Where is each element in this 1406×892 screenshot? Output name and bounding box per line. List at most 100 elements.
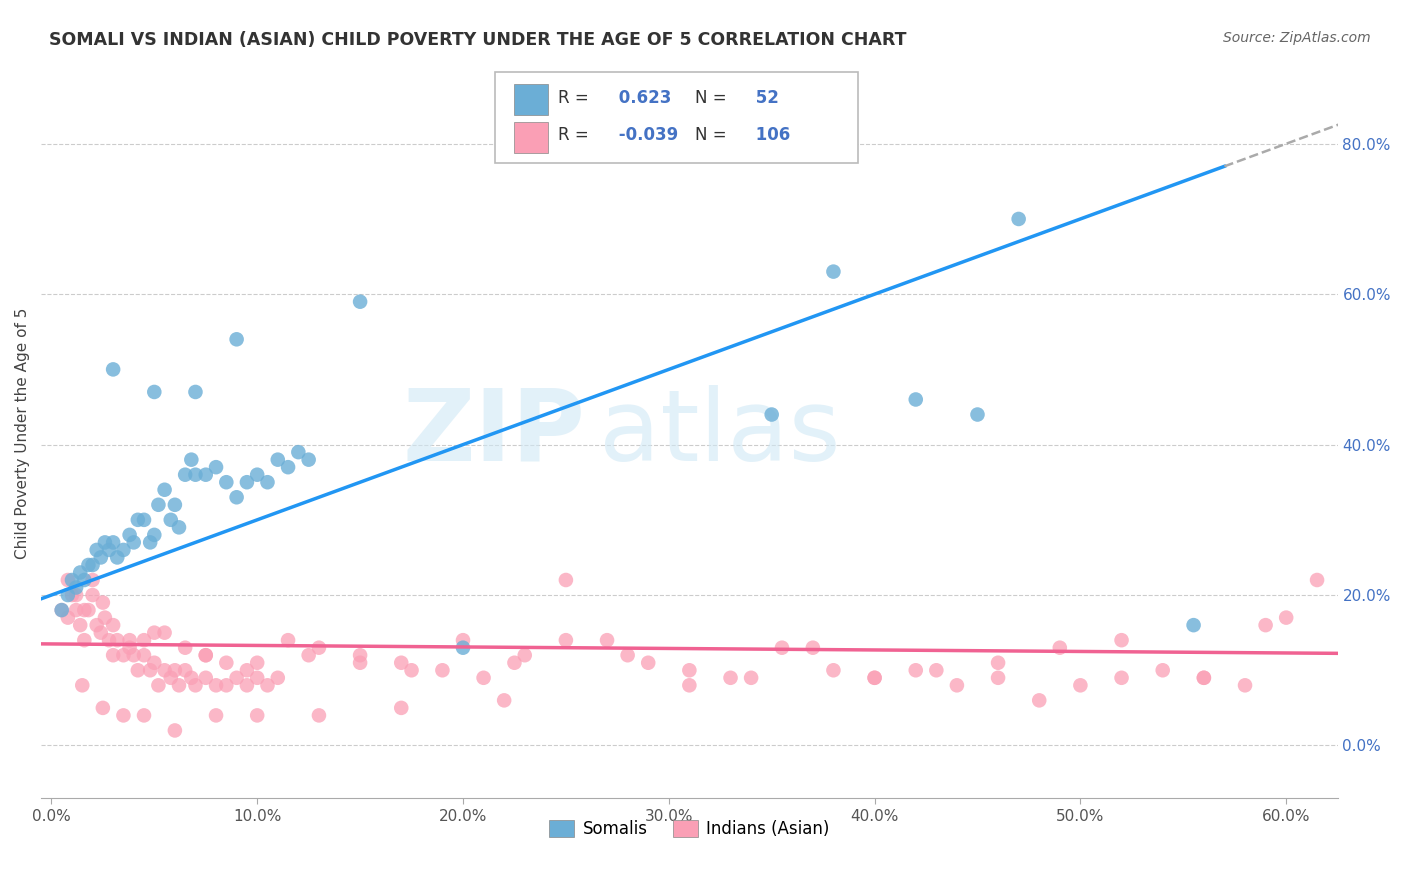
Point	[298, 648, 321, 663]
Point	[143, 384, 166, 399]
Point	[205, 460, 228, 475]
Point	[159, 513, 181, 527]
Point	[349, 294, 371, 309]
Point	[180, 452, 202, 467]
Point	[256, 475, 278, 490]
Point	[554, 633, 576, 648]
Point	[225, 490, 247, 504]
Point	[761, 408, 783, 422]
Point	[432, 663, 454, 677]
Text: N =: N =	[695, 127, 725, 145]
Point	[215, 656, 238, 670]
Point	[184, 678, 207, 692]
Point	[143, 625, 166, 640]
Point	[101, 618, 124, 632]
Point	[596, 633, 619, 648]
Point	[143, 528, 166, 542]
Point	[246, 708, 269, 723]
Point	[98, 633, 121, 648]
Point	[167, 678, 190, 692]
Point	[118, 528, 141, 542]
Legend: Somalis, Indians (Asian): Somalis, Indians (Asian)	[543, 813, 837, 845]
Point	[127, 513, 149, 527]
Point	[246, 656, 269, 670]
Point	[1182, 618, 1205, 632]
Point	[153, 483, 176, 497]
Point	[720, 671, 742, 685]
Point	[946, 678, 969, 692]
Text: R =: R =	[558, 127, 589, 145]
Point	[65, 588, 87, 602]
Point	[139, 663, 162, 677]
Point	[101, 362, 124, 376]
Point	[194, 467, 217, 482]
Point	[503, 656, 526, 670]
Text: SOMALI VS INDIAN (ASIAN) CHILD POVERTY UNDER THE AGE OF 5 CORRELATION CHART: SOMALI VS INDIAN (ASIAN) CHILD POVERTY U…	[49, 31, 907, 49]
Point	[94, 535, 117, 549]
Point	[51, 603, 73, 617]
Point	[308, 640, 330, 655]
Point	[90, 625, 112, 640]
Point	[159, 671, 181, 685]
Point	[73, 633, 96, 648]
Point	[91, 596, 114, 610]
Point	[451, 633, 474, 648]
Text: N =: N =	[695, 88, 725, 107]
Point	[86, 618, 108, 632]
Point	[554, 573, 576, 587]
Text: 52: 52	[751, 88, 779, 107]
Point	[925, 663, 948, 677]
Point	[82, 558, 104, 572]
Point	[69, 566, 91, 580]
Point	[389, 701, 412, 715]
Point	[194, 671, 217, 685]
Point	[277, 460, 299, 475]
Point	[139, 535, 162, 549]
Point	[904, 663, 927, 677]
Point	[966, 408, 988, 422]
Point	[82, 573, 104, 587]
Point	[163, 663, 186, 677]
Point	[60, 588, 83, 602]
Point	[267, 671, 290, 685]
Point	[863, 671, 886, 685]
Point	[112, 648, 135, 663]
Point	[637, 656, 659, 670]
Point	[98, 543, 121, 558]
Text: ZIP: ZIP	[402, 384, 586, 482]
Point	[118, 633, 141, 648]
Text: Source: ZipAtlas.com: Source: ZipAtlas.com	[1223, 31, 1371, 45]
Point	[863, 671, 886, 685]
Point	[77, 558, 100, 572]
Point	[298, 452, 321, 467]
Point	[1152, 663, 1174, 677]
Point	[225, 332, 247, 346]
Point	[1275, 610, 1298, 624]
Point	[236, 663, 259, 677]
Point	[132, 648, 155, 663]
Point	[987, 656, 1010, 670]
Point	[215, 475, 238, 490]
Point	[987, 671, 1010, 685]
Point	[148, 498, 170, 512]
Point	[112, 708, 135, 723]
Point	[205, 708, 228, 723]
Point	[740, 671, 762, 685]
Point	[51, 603, 73, 617]
Point	[73, 603, 96, 617]
Point	[184, 384, 207, 399]
Point	[1028, 693, 1050, 707]
Point	[1008, 211, 1031, 226]
Point	[153, 663, 176, 677]
Y-axis label: Child Poverty Under the Age of 5: Child Poverty Under the Age of 5	[15, 308, 30, 559]
Point	[143, 656, 166, 670]
Point	[308, 708, 330, 723]
Point	[174, 663, 197, 677]
Point	[616, 648, 638, 663]
Point	[194, 648, 217, 663]
Point	[101, 648, 124, 663]
Point	[215, 678, 238, 692]
Point	[236, 475, 259, 490]
Point	[127, 663, 149, 677]
Point	[1254, 618, 1277, 632]
